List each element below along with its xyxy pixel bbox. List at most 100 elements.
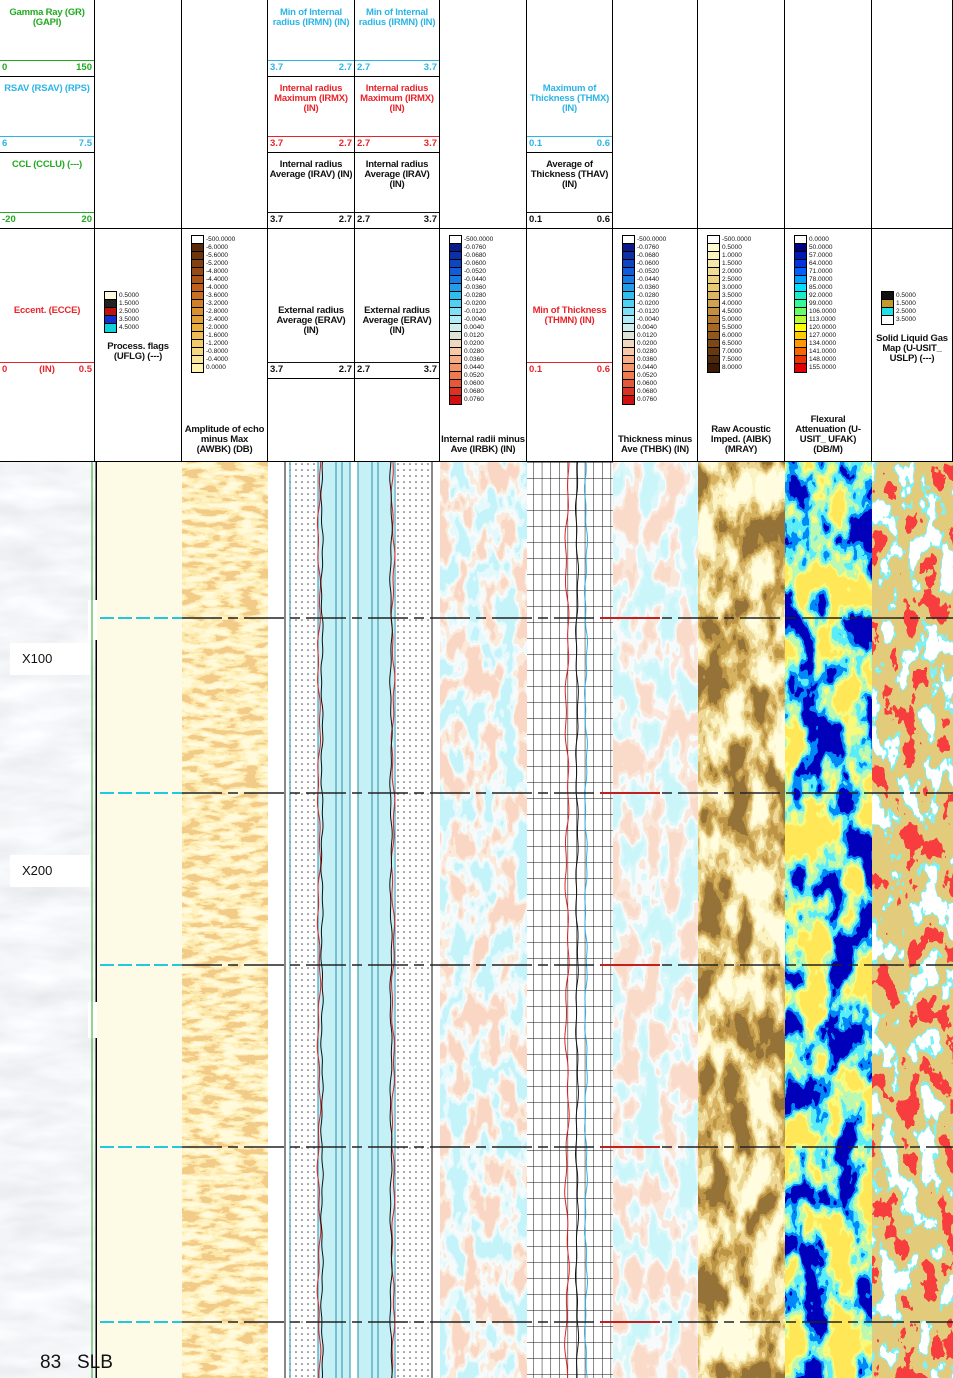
scale-label: 7.5000 (722, 356, 742, 363)
scale-swatch (707, 331, 720, 341)
scale-label: -0.0120 (464, 308, 487, 315)
track-header: -500.0000 -0.0760 -0.0680 -0.0600 -0.0520 -0.… (440, 0, 527, 461)
scale-swatch (449, 307, 462, 317)
scale-swatch (449, 291, 462, 301)
scale-swatch (794, 339, 807, 349)
scale-right: 0.5 (78, 364, 92, 375)
scale-swatch (794, 291, 807, 301)
scale-swatch (794, 251, 807, 261)
scale-label: 0.0600 (637, 380, 657, 387)
scale-right: 0.6 (596, 364, 610, 375)
scale-label: -0.0200 (464, 300, 487, 307)
scale-swatch (622, 307, 635, 317)
scale-left: 2.7 (357, 138, 371, 149)
curve-title: Eccent. (ECCE) (13, 305, 81, 316)
curve-header: Eccent. (ECCE) 0 0.5 (IN) (0, 298, 94, 378)
scale-swatch (449, 323, 462, 333)
scale-label: 4.0000 (722, 300, 742, 307)
scale-label: -500.0000 (206, 236, 236, 243)
scale-label: 85.0000 (809, 284, 833, 291)
scale-label: 0.0360 (464, 356, 484, 363)
scale-right: 2.7 (338, 138, 352, 149)
curve-header: Min of Internal radius (IRMN) (IN) 3.7 2.7 (268, 0, 354, 77)
scale-label: 0.0760 (637, 396, 657, 403)
curve-title: External radius Average (ERAV) (IN) (362, 305, 432, 336)
scale-swatch (622, 275, 635, 285)
scale-label: 3.0000 (722, 284, 742, 291)
scale-swatch (707, 363, 720, 373)
scale-swatch (449, 235, 462, 245)
scale-swatch (622, 363, 635, 373)
curve-line (268, 212, 354, 213)
scale-label: 3.5000 (896, 316, 916, 323)
scale-swatch (449, 355, 462, 365)
curve-line (527, 362, 612, 363)
scale-label: 8.0000 (722, 364, 742, 371)
scale-label: -500.0000 (722, 236, 752, 243)
track-title: Internal radii minus Ave (IRBK) (IN) (441, 434, 525, 455)
scale-label: -0.0040 (464, 316, 487, 323)
scale-swatch (622, 379, 635, 389)
scale-label: -0.0760 (464, 244, 487, 251)
scale-swatch (707, 283, 720, 293)
curve-header: External radius Average (ERAV) (IN) 3.7 2.… (268, 298, 354, 379)
scale-label: 78.0000 (809, 276, 833, 283)
scale-label: 4.5000 (722, 308, 742, 315)
scale-swatch (449, 395, 462, 405)
scale-left: -20 (2, 214, 16, 225)
scale-swatch (191, 363, 204, 373)
scale-label: 155.0000 (809, 364, 837, 371)
scale-label: -5.6000 (206, 252, 229, 259)
scale-swatch (622, 323, 635, 333)
scale-swatch (191, 315, 204, 325)
scale-label: -0.0680 (637, 252, 660, 259)
scale-swatch (707, 243, 720, 253)
scale-label: -1.6000 (206, 332, 229, 339)
scale-label: -0.0280 (464, 292, 487, 299)
scale-label: 3.5000 (119, 316, 139, 323)
scale-swatch (104, 291, 117, 301)
scale-label: 127.0000 (809, 332, 837, 339)
scale-swatch (449, 363, 462, 373)
scale-right: 3.7 (423, 62, 437, 73)
curve-title: External radius Average (ERAV) (IN) (276, 305, 346, 336)
curve-line (355, 136, 439, 137)
scale-swatch (622, 299, 635, 309)
scale-label: 64.0000 (809, 260, 833, 267)
scale-label: 6.0000 (722, 332, 742, 339)
curve-header: Average of Thickness (THAV) (IN) 0.1 0.6 (527, 152, 612, 229)
track-header: Min of Internal radius (IRMN) (IN) 3.7 2.7… (268, 0, 355, 461)
scale-label: 2.5000 (722, 276, 742, 283)
scale-swatch (449, 251, 462, 261)
scale-label: -0.0600 (637, 260, 660, 267)
scale-swatch (449, 299, 462, 309)
scale-right: 3.7 (423, 214, 437, 225)
scale-swatch (881, 307, 894, 317)
scale-label: -0.0760 (637, 244, 660, 251)
track-header: 0.0000 50.0000 57.0000 64.0000 71.0000 78.000… (785, 0, 872, 461)
scale-label: 0.0360 (637, 356, 657, 363)
thmn-curve (564, 462, 570, 1378)
scale-swatch (191, 299, 204, 309)
thav-curve (574, 462, 580, 1378)
scale-swatch (191, 283, 204, 293)
scale-swatch (449, 259, 462, 269)
scale-swatch (794, 347, 807, 357)
scale-swatch (191, 307, 204, 317)
track-title: Thickness minus Ave (THBK) (IN) (617, 434, 693, 455)
scale-swatch (707, 259, 720, 269)
curve-header: Internal radius Average (IRAV) (IN) 3.7 2.… (268, 152, 354, 229)
scale-label: 1.0000 (722, 252, 742, 259)
scale-swatch (707, 355, 720, 365)
scale-label: 0.0000 (809, 236, 829, 243)
curve-header: CCL (CCLU) (---) -20 20 (0, 152, 94, 229)
scale-swatch (191, 355, 204, 365)
scale-swatch (707, 347, 720, 357)
scale-label: 0.0760 (464, 396, 484, 403)
scale-swatch (104, 299, 117, 309)
curve-header: Gamma Ray (GR) (GAPI) 0 150 (0, 0, 94, 77)
curve-title: Internal radius Maximum (IRMX) (IN) (274, 83, 348, 114)
curve-line (0, 60, 94, 61)
curve-header: Maximum of Thickness (THMX) (IN) 0.1 0.6 (527, 76, 612, 153)
scale-right: 0.6 (596, 214, 610, 225)
